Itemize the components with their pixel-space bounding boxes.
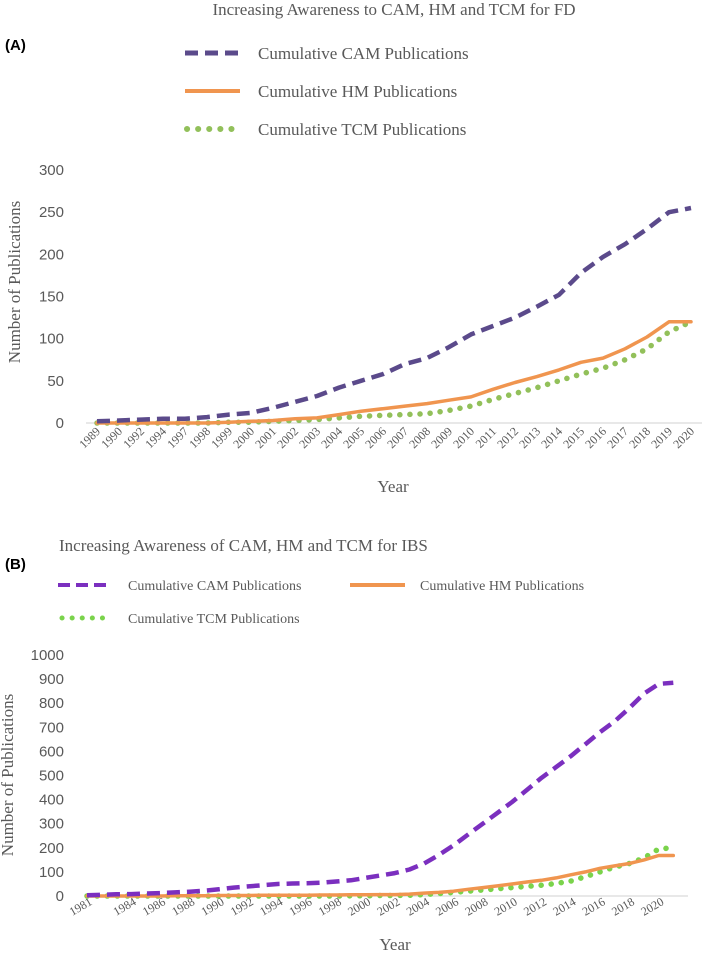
chart-b-legend: Cumulative CAM Publications Cumulative H… (58, 579, 584, 627)
chart-a-xtick: 2002 (274, 424, 301, 451)
chart-a-panel-label: (A) (5, 37, 26, 54)
chart-a-xtick: 1990 (98, 424, 125, 451)
chart-a-ytick: 300 (39, 162, 64, 179)
chart-a-xtick: 1992 (120, 424, 147, 451)
chart-a-ytick: 200 (39, 246, 64, 263)
chart-a-ytick: 50 (47, 373, 64, 390)
chart-a-title: Increasing Awareness to CAM, HM and TCM … (212, 0, 575, 19)
chart-a-xtick: 2014 (538, 424, 565, 451)
legend-b-hm-label: Cumulative HM Publications (420, 579, 584, 594)
chart-a-xtick: 2004 (318, 424, 345, 451)
chart-a-xlabel: Year (377, 477, 409, 496)
chart-a-xtick: 2020 (670, 424, 697, 451)
chart-b-ytick: 1000 (31, 647, 64, 664)
chart-a-xtick: 1997 (164, 424, 191, 451)
chart-b-xtick: 1992 (228, 894, 256, 918)
chart-b-ytick: 400 (39, 792, 64, 809)
chart-b-ytick: 500 (39, 768, 64, 785)
chart-a-plot: 0501001502002503001989199019921994199719… (39, 162, 702, 451)
chart-a-ytick: 150 (39, 289, 64, 306)
chart-a-xtick: 2009 (428, 424, 455, 451)
chart-a-xtick: 2018 (626, 424, 653, 451)
chart-b-xtick: 2016 (580, 894, 608, 918)
chart-a-xtick: 2003 (296, 424, 323, 451)
chart-b-ytick: 0 (56, 888, 64, 905)
chart-a-legend: Cumulative CAM Publications Cumulative H… (184, 44, 469, 139)
chart-a-xtick: 2005 (340, 424, 367, 451)
chart-a-xtick: 2010 (450, 424, 477, 451)
legend-a-hm-label: Cumulative HM Publications (258, 82, 457, 101)
chart-b-title: Increasing Awareness of CAM, HM and TCM … (59, 536, 428, 555)
chart-a-xtick: 2001 (252, 424, 279, 451)
chart-a-xtick: 1989 (76, 424, 103, 451)
chart-b-xtick: 1988 (169, 894, 197, 918)
legend-b-tcm-label: Cumulative TCM Publications (128, 612, 300, 627)
chart-a-xtick: 2019 (648, 424, 675, 451)
chart-a-series-hm-line (95, 320, 693, 425)
chart-a-xtick: 2000 (230, 424, 257, 451)
chart-a-xtick: 2015 (560, 424, 587, 451)
chart-b-ytick: 300 (39, 816, 64, 833)
chart-b-xtick: 2006 (433, 894, 461, 918)
legend-a-tcm-label: Cumulative TCM Publications (258, 120, 466, 139)
chart-b-series-hm-line (85, 853, 676, 898)
chart-b-xtick: 2002 (375, 894, 403, 918)
chart-b-ytick: 200 (39, 840, 64, 857)
chart-a-xtick: 2013 (516, 424, 543, 451)
chart-a-xtick: 1994 (142, 424, 169, 451)
chart-b-xtick: 2014 (550, 894, 578, 918)
chart-a-xtick: 2006 (362, 424, 389, 451)
chart-a-xtick: 2017 (604, 424, 631, 451)
chart-b-ytick: 900 (39, 671, 64, 688)
chart-b-xtick: 2018 (609, 894, 637, 918)
chart-a-xtick: 2012 (494, 424, 521, 451)
chart-b-xtick: 2008 (462, 894, 490, 918)
chart-b-panel-label: (B) (5, 556, 26, 573)
chart-b-xtick: 1986 (140, 894, 168, 918)
chart-b-ylabel: Number of Publications (0, 694, 17, 856)
chart-b-series-cam-line (86, 680, 674, 898)
chart-b-xtick: 1984 (111, 894, 139, 918)
chart-a-xtick: 1998 (186, 424, 213, 451)
legend-b-cam-label: Cumulative CAM Publications (128, 579, 301, 594)
chart-b-xlabel: Year (379, 935, 411, 953)
chart-a-ytick: 100 (39, 331, 64, 348)
chart-b-ytick: 800 (39, 695, 64, 712)
chart-a-series-cam-line (96, 205, 692, 424)
chart-a-ytick: 250 (39, 204, 64, 221)
chart-b-xtick: 2010 (492, 894, 520, 918)
chart-b-xtick: 1994 (257, 894, 285, 918)
chart-a-ytick: 0 (56, 415, 64, 432)
chart-a-xtick: 2011 (473, 424, 500, 451)
chart-a-xtick: 2016 (582, 424, 609, 451)
chart-b-xtick: 2004 (404, 894, 432, 918)
chart-a-xtick: 2008 (406, 424, 433, 451)
chart-a-xtick: 2007 (384, 424, 411, 451)
chart-b-xtick: 2012 (521, 894, 549, 918)
chart-b-plot: 0 100 200 300 400 500 600 700 800 900 1000 1981 1984… (31, 647, 688, 919)
chart-a-xtick: 1999 (208, 424, 235, 451)
chart-b-xtick: 1990 (199, 894, 227, 918)
chart-b-xtick: 1981 (67, 894, 95, 918)
chart-b-ytick: 100 (39, 864, 64, 881)
chart-b-ytick: 700 (39, 719, 64, 736)
chart-b-xtick: 2020 (638, 894, 666, 918)
chart-b-ytick: 600 (39, 743, 64, 760)
chart-a-ylabel: Number of Publications (5, 201, 24, 363)
legend-a-cam-label: Cumulative CAM Publications (258, 44, 469, 63)
